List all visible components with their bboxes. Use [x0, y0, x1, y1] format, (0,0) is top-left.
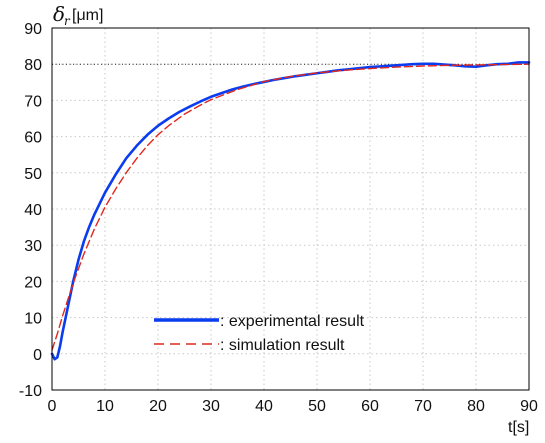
y-tick-label: 50: [24, 166, 42, 183]
series-simulation-line: [51, 63, 530, 351]
tick-labels: 0 10 20 30 40 50 60 70 80 90 -10 0 10 20 30 40 50 60 70 80 9…: [19, 21, 538, 415]
x-tick-label: 30: [202, 398, 220, 415]
x-tick-label: 0: [48, 398, 57, 415]
y-axis-symbol: δ: [53, 2, 65, 26]
y-tick-label: 80: [24, 57, 42, 74]
y-axis-label: δ r [μm]: [53, 2, 103, 28]
y-tick-label: 40: [24, 202, 42, 219]
x-axis-label: t[s]: [508, 419, 529, 436]
x-tick-label: 70: [414, 398, 432, 415]
y-tick-label: 70: [24, 93, 42, 110]
x-tick-label: 40: [255, 398, 273, 415]
y-axis-unit: [μm]: [72, 7, 103, 24]
y-tick-label: -10: [19, 383, 42, 400]
x-tick-label: 20: [149, 398, 167, 415]
series-experimental-line: [50, 61, 531, 361]
x-tick-label: 10: [96, 398, 114, 415]
legend-label-simulation: : simulation result: [220, 337, 345, 354]
x-tick-label: 80: [467, 398, 485, 415]
x-tick-label: 60: [361, 398, 379, 415]
plot-frame: [51, 27, 530, 391]
y-tick-label: 0: [33, 347, 42, 364]
y-tick-label: 30: [24, 238, 42, 255]
y-tick-label: 90: [24, 21, 42, 38]
legend-label-experimental: : experimental result: [220, 313, 365, 330]
y-tick-label: 20: [24, 274, 42, 291]
legend: : experimental result : simulation resul…: [154, 313, 365, 354]
y-tick-label: 10: [24, 311, 42, 328]
y-axis-subscript: r: [64, 14, 71, 28]
series-layer: [50, 61, 531, 361]
x-tick-label: 90: [520, 398, 538, 415]
y-tick-label: 60: [24, 130, 42, 147]
x-tick-label: 50: [308, 398, 326, 415]
